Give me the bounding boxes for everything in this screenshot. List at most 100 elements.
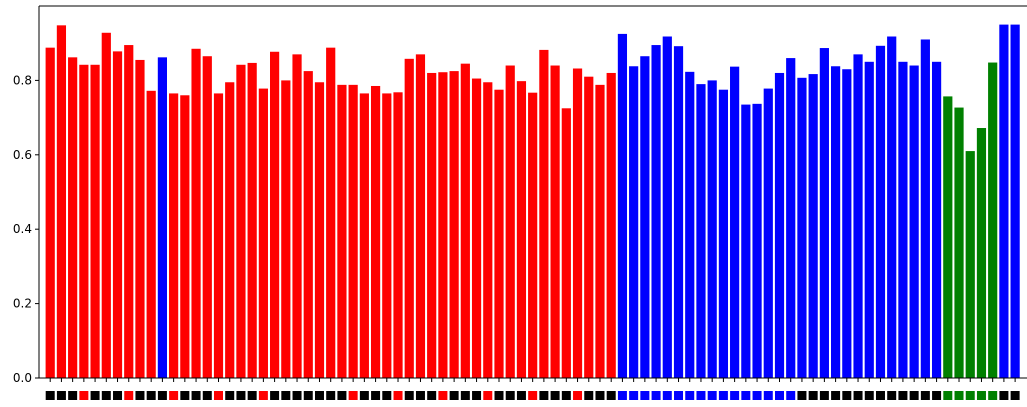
bar xyxy=(157,57,167,379)
bar xyxy=(505,65,515,379)
category-marker xyxy=(516,391,526,400)
bar xyxy=(449,71,459,378)
category-marker xyxy=(718,391,728,400)
category-marker xyxy=(258,391,268,400)
bar xyxy=(146,90,156,378)
category-marker xyxy=(101,391,111,400)
bar xyxy=(191,48,201,378)
bar xyxy=(471,78,482,378)
category-marker xyxy=(617,391,627,400)
category-marker xyxy=(202,391,212,400)
category-marker xyxy=(180,391,190,400)
category-marker xyxy=(337,391,347,400)
bar xyxy=(662,36,672,378)
bar xyxy=(707,80,717,379)
category-marker xyxy=(460,391,470,400)
bar xyxy=(124,45,134,379)
bars-layer xyxy=(45,24,1020,379)
bar xyxy=(483,82,493,378)
bar xyxy=(718,89,728,378)
bar xyxy=(651,45,661,379)
category-marker xyxy=(943,391,953,400)
category-marker xyxy=(359,391,369,400)
category-marker xyxy=(494,391,504,400)
bar xyxy=(819,48,829,378)
bar xyxy=(887,36,897,378)
category-marker xyxy=(214,391,223,400)
bar xyxy=(281,80,291,379)
category-marker xyxy=(157,391,167,400)
bar xyxy=(741,104,751,378)
bar xyxy=(617,33,628,379)
bar xyxy=(516,81,527,378)
bar xyxy=(774,72,785,379)
bar xyxy=(326,47,336,378)
category-marker xyxy=(584,391,594,400)
bar xyxy=(931,61,942,379)
category-marker xyxy=(135,391,145,400)
bar xyxy=(999,24,1009,378)
category-marker xyxy=(752,391,762,400)
category-marker xyxy=(976,391,986,400)
bar xyxy=(56,25,67,379)
bar xyxy=(180,95,190,378)
bar xyxy=(988,62,998,378)
category-marker xyxy=(415,391,425,400)
category-marker xyxy=(797,391,807,400)
category-marker xyxy=(685,391,695,400)
bar xyxy=(561,108,571,379)
bar xyxy=(696,84,706,379)
x-ticks xyxy=(49,378,1016,382)
category-marker xyxy=(472,391,482,400)
bar xyxy=(875,45,886,379)
bar xyxy=(831,66,841,378)
y-tick-label: 0.6 xyxy=(13,148,32,162)
bar xyxy=(685,71,695,378)
bar xyxy=(169,93,179,379)
category-marker xyxy=(864,391,874,400)
bar xyxy=(348,84,358,379)
bar xyxy=(236,64,246,378)
category-marker xyxy=(932,391,942,400)
category-marker xyxy=(225,391,235,400)
category-marker xyxy=(404,391,414,400)
category-marker xyxy=(819,391,829,400)
y-tick-label: 0.4 xyxy=(13,222,32,236)
category-marker xyxy=(1010,391,1020,400)
category-marker xyxy=(763,391,773,400)
bar xyxy=(438,72,448,378)
bar xyxy=(797,77,807,379)
category-marker xyxy=(875,391,885,400)
category-marker xyxy=(999,391,1009,400)
bar xyxy=(258,88,268,378)
bar xyxy=(528,92,538,379)
category-marker xyxy=(651,391,661,400)
category-marker xyxy=(662,391,672,400)
bar xyxy=(640,56,650,378)
category-marker xyxy=(427,391,437,400)
category-marker xyxy=(786,391,796,400)
bar xyxy=(920,39,930,378)
category-marker xyxy=(920,391,930,400)
bar xyxy=(976,128,987,378)
category-marker xyxy=(326,391,336,400)
bar xyxy=(572,68,583,378)
category-marker xyxy=(988,391,998,400)
bar xyxy=(864,61,874,379)
bar xyxy=(370,85,381,378)
category-marker xyxy=(808,391,818,400)
category-marker xyxy=(90,391,100,400)
category-marker xyxy=(550,391,560,400)
bar xyxy=(730,66,740,378)
category-marker xyxy=(775,391,784,400)
bar xyxy=(606,72,616,379)
category-marker xyxy=(595,391,605,400)
category-markers xyxy=(45,391,1020,400)
category-marker xyxy=(146,391,156,400)
category-marker xyxy=(898,391,908,400)
category-marker xyxy=(561,391,571,400)
bar xyxy=(550,65,560,379)
bar xyxy=(135,59,145,378)
category-marker xyxy=(68,391,78,400)
